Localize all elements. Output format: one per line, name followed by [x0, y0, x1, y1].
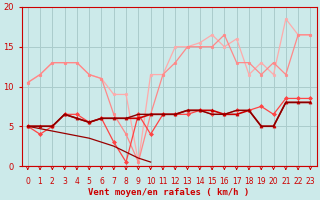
X-axis label: Vent moyen/en rafales ( km/h ): Vent moyen/en rafales ( km/h ): [88, 188, 250, 197]
